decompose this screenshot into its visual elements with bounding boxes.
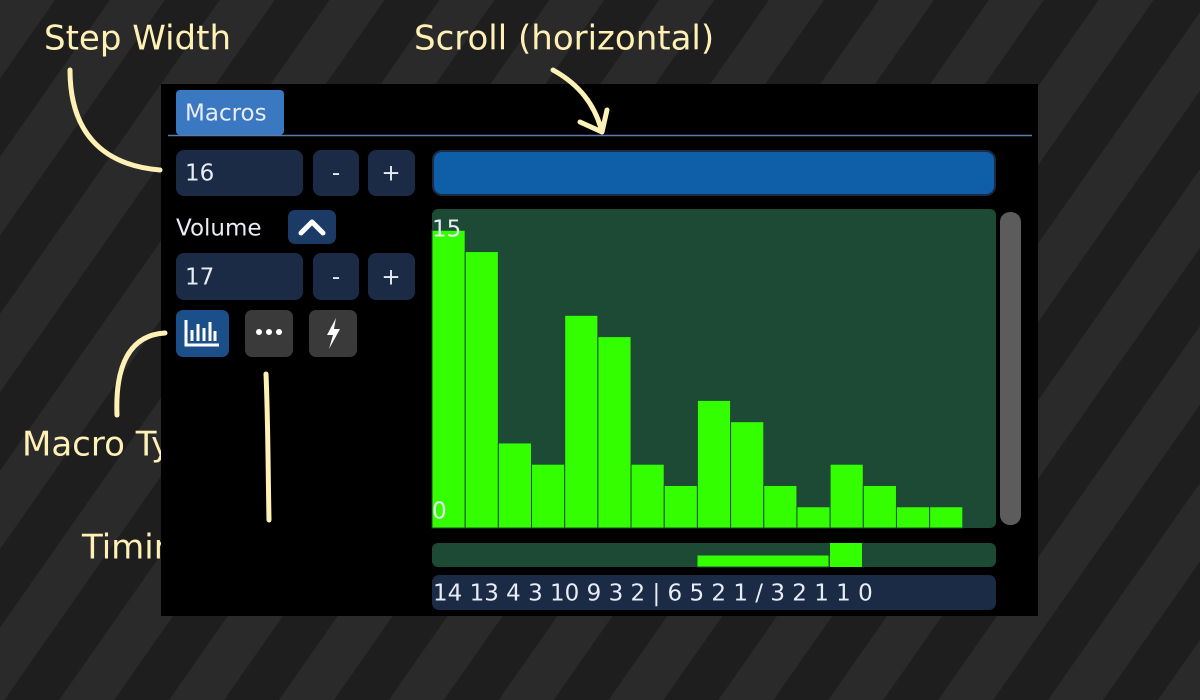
annotation: Scroll (horizontal) bbox=[414, 19, 714, 59]
sequence-input[interactable] bbox=[432, 575, 996, 610]
minus-button[interactable] bbox=[313, 150, 359, 196]
bar bbox=[630, 463, 665, 529]
bar bbox=[730, 421, 765, 529]
vertical-scrollbar[interactable] bbox=[1000, 212, 1021, 525]
bar bbox=[862, 484, 897, 529]
bar bbox=[895, 506, 931, 529]
bar bbox=[929, 506, 964, 529]
bar-icon bbox=[184, 320, 219, 347]
arrow bbox=[114, 330, 168, 418]
bar bbox=[663, 484, 698, 529]
annotation: Step Width bbox=[44, 19, 231, 59]
dot-icon bbox=[266, 329, 272, 335]
range-max-label: 15 bbox=[432, 217, 461, 243]
dot-icon bbox=[276, 329, 282, 335]
tab-label: Macros bbox=[185, 101, 267, 127]
bar bbox=[531, 463, 566, 529]
loop-marker bbox=[696, 554, 830, 568]
bar bbox=[597, 336, 632, 529]
button-label: - bbox=[332, 161, 340, 187]
horizontal-scrollbar[interactable] bbox=[432, 150, 996, 196]
plus-button[interactable] bbox=[368, 150, 415, 196]
bar bbox=[829, 463, 864, 529]
macro-name: Volume bbox=[176, 216, 262, 242]
button-label: + bbox=[381, 161, 400, 187]
step-width-input[interactable] bbox=[176, 150, 303, 196]
button-label: + bbox=[381, 265, 400, 291]
bar bbox=[497, 442, 533, 529]
arrow bbox=[67, 67, 163, 173]
bars bbox=[431, 229, 964, 529]
tab[interactable] bbox=[176, 90, 284, 135]
bar bbox=[464, 251, 499, 529]
dot-icon bbox=[256, 329, 262, 335]
arrow bbox=[263, 371, 272, 523]
chevron-icon bbox=[298, 219, 326, 236]
plus-button[interactable] bbox=[368, 253, 415, 300]
release-marker bbox=[830, 543, 862, 567]
bolt-icon bbox=[327, 318, 340, 349]
collapse-button[interactable] bbox=[288, 210, 336, 244]
bar bbox=[696, 399, 732, 529]
bar bbox=[564, 314, 599, 529]
bar bbox=[796, 506, 831, 529]
bar bbox=[763, 484, 798, 529]
length-input[interactable] bbox=[176, 253, 303, 300]
arrow bbox=[550, 67, 610, 135]
button-label: - bbox=[332, 265, 340, 291]
range-min-label: 0 bbox=[432, 499, 447, 525]
bar bbox=[431, 229, 466, 529]
sequence-text: 14 13 4 3 10 9 3 2 | 6 5 2 1 / 3 2 1 1 0 bbox=[433, 581, 873, 607]
step-width-value: 16 bbox=[185, 161, 214, 187]
minus-button[interactable] bbox=[313, 253, 359, 300]
length-value: 17 bbox=[185, 265, 214, 291]
